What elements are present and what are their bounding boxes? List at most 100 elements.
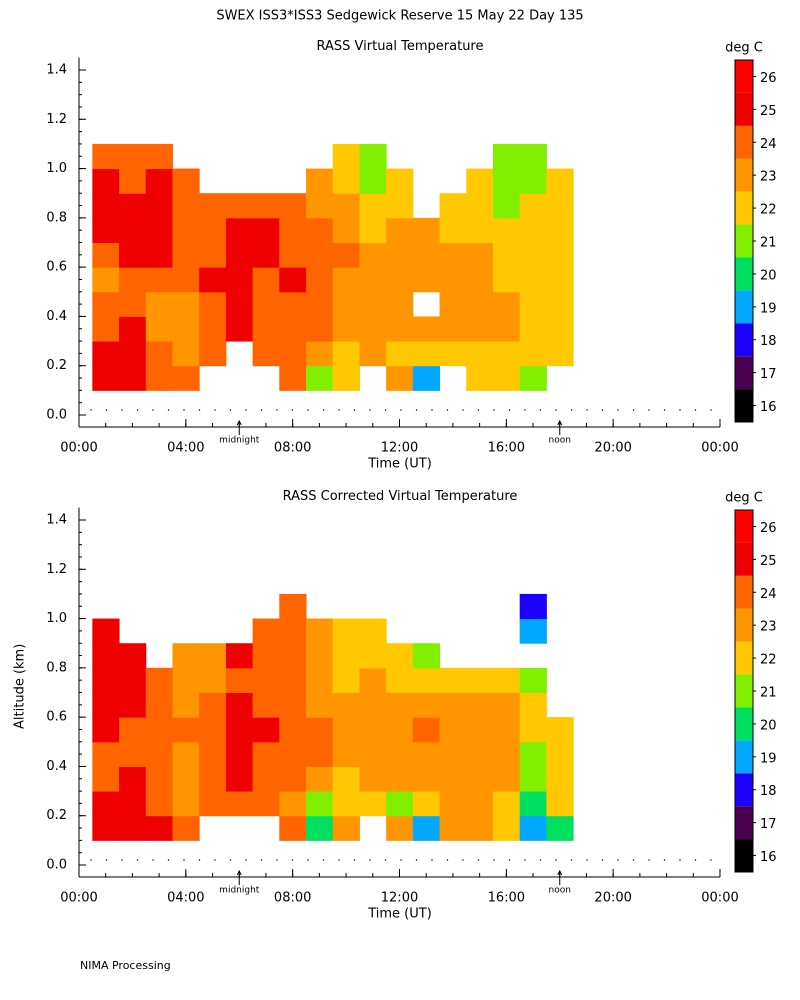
heat-cell — [279, 692, 307, 718]
heat-cell — [386, 365, 414, 391]
y-tick-label: 1.4 — [46, 513, 67, 528]
y-tick-label: 0.4 — [46, 759, 67, 774]
heat-cell — [519, 618, 547, 644]
heat-cell — [439, 741, 467, 767]
colorbar-tick-label: 25 — [760, 554, 777, 569]
heat-cell — [92, 242, 120, 268]
heat-cell — [306, 815, 334, 841]
heat-cell — [92, 143, 120, 170]
heat-cell — [439, 316, 467, 342]
time-marker-arrow — [557, 419, 563, 426]
heat-cell — [252, 217, 280, 243]
heat-cell — [225, 667, 254, 693]
sample-dot — [369, 859, 371, 861]
sample-dot — [617, 409, 619, 411]
heat-cell — [306, 291, 334, 317]
heat-cell — [119, 717, 147, 743]
heat-cell — [145, 791, 173, 817]
heat-cell — [386, 692, 414, 718]
heat-cell — [145, 692, 173, 718]
heat-cell — [306, 316, 334, 342]
heat-cell — [199, 217, 227, 243]
heat-cell — [306, 692, 334, 718]
heat-cell — [386, 193, 414, 219]
colorbar-tick-label: 21 — [760, 236, 777, 251]
heat-cell — [145, 267, 173, 293]
heat-cell — [119, 643, 147, 669]
sample-dot — [105, 859, 108, 861]
sample-dot — [570, 409, 573, 411]
heat-cell — [412, 242, 441, 268]
x-tick-label: 00:00 — [701, 441, 738, 456]
sample-dot — [121, 859, 123, 861]
heat-cell — [386, 291, 414, 317]
colorbar-swatch — [735, 707, 753, 741]
x-tick-label: 00:00 — [60, 891, 97, 906]
heat-cell — [252, 667, 280, 693]
colorbar-tick-label: 26 — [760, 71, 777, 86]
heat-cell — [145, 193, 173, 219]
heat-cell — [279, 341, 307, 367]
heat-cell — [466, 365, 494, 391]
heat-cell — [279, 193, 307, 219]
heat-cell — [332, 766, 360, 792]
heat-cell — [519, 717, 547, 743]
heat-cell — [546, 193, 574, 219]
colorbar-swatch — [735, 608, 753, 642]
y-tick-label: 0.8 — [46, 210, 67, 225]
heat-cell — [199, 242, 227, 268]
x-tick-label: 04:00 — [167, 891, 204, 906]
y-tick-label: 0.6 — [46, 260, 67, 275]
time-marker-label: midnight — [219, 886, 260, 896]
heat-cell — [172, 242, 200, 268]
heat-cell — [172, 717, 200, 743]
heat-cell — [145, 766, 173, 792]
heat-cell — [439, 815, 467, 841]
time-marker-label: noon — [549, 436, 571, 446]
heat-cell — [92, 267, 120, 293]
heat-cell — [119, 143, 147, 170]
heat-cell — [359, 217, 387, 243]
sample-dot — [632, 859, 635, 861]
heat-cell — [199, 692, 227, 718]
x-axis-label: Time (UT) — [367, 907, 432, 922]
heat-cell — [172, 643, 200, 669]
heat-cell — [92, 766, 120, 792]
heat-cell — [119, 242, 147, 268]
sample-dot — [663, 409, 666, 411]
sample-dot — [431, 409, 433, 411]
heat-cell — [332, 717, 360, 743]
heat-cell — [306, 717, 334, 743]
heat-cell — [492, 791, 521, 817]
heat-cell — [306, 365, 334, 391]
sample-dot — [524, 409, 526, 411]
heat-cell — [412, 267, 441, 293]
y-tick-label: 0.8 — [46, 660, 67, 675]
heat-cell — [439, 193, 467, 219]
heat-cell — [359, 291, 387, 317]
heat-cell — [519, 815, 547, 841]
panel-title: RASS Corrected Virtual Temperature — [283, 489, 518, 504]
heat-cell — [412, 791, 441, 817]
heat-cell — [412, 643, 441, 669]
y-tick-label: 1.2 — [46, 112, 67, 127]
sample-dot — [152, 859, 154, 861]
heat-cell — [386, 267, 414, 293]
heat-cell — [546, 815, 574, 841]
heat-cell — [92, 741, 120, 767]
heat-cell — [119, 193, 147, 219]
heat-cell — [172, 667, 200, 693]
heat-cell — [546, 217, 574, 243]
heat-cell — [412, 341, 441, 367]
sample-dot — [121, 409, 123, 411]
heat-cell — [439, 692, 467, 718]
sample-dot — [260, 859, 263, 861]
colorbar-swatch — [735, 191, 753, 225]
heat-cell — [172, 193, 200, 219]
y-tick-label: 0.2 — [46, 358, 67, 373]
heat-cell — [225, 291, 254, 317]
heat-cell — [546, 741, 574, 767]
sample-dot — [229, 409, 232, 411]
heat-cell — [519, 766, 547, 792]
y-tick-label: 1.0 — [46, 611, 67, 626]
